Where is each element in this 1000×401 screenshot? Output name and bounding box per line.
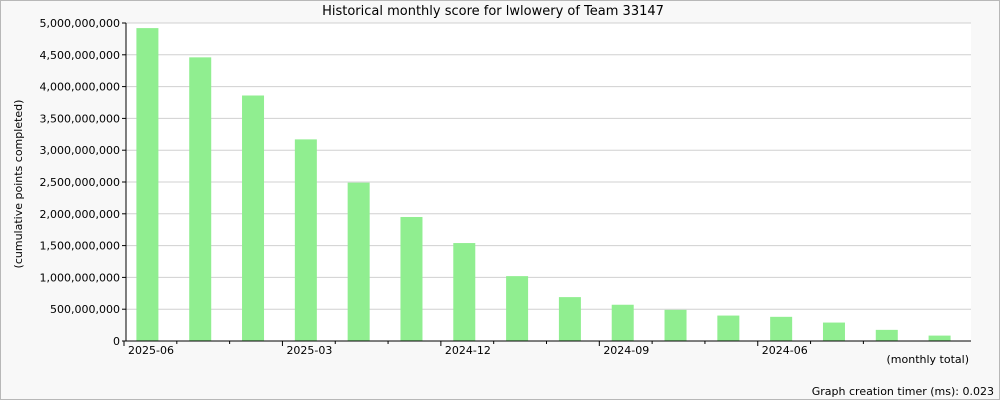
bar-2024-05 <box>822 322 845 341</box>
bar-2025-01 <box>400 216 423 341</box>
bar-2025-05 <box>189 57 212 342</box>
bar-2024-04 <box>875 329 898 341</box>
y-tick-label: 2,500,000,000 <box>40 176 120 189</box>
y-tick-label: 3,500,000,000 <box>40 112 120 125</box>
bar-2024-06 <box>770 316 793 341</box>
bar-2025-06 <box>136 28 159 341</box>
bar-2024-03 <box>928 335 951 341</box>
bar-2024-07 <box>717 315 740 341</box>
bar-2025-03 <box>294 139 317 341</box>
x-tick-label: 2024-12 <box>445 344 491 357</box>
x-tick-label: 2024-09 <box>603 344 649 357</box>
x-tick-label: 2024-06 <box>762 344 808 357</box>
y-tick-label: 1,000,000,000 <box>40 271 120 284</box>
bar-2025-02 <box>347 182 370 341</box>
x-axis-label: (monthly total) <box>887 353 970 366</box>
chart-title: Historical monthly score for lwlowery of… <box>322 4 664 19</box>
x-tick-label: 2025-03 <box>286 344 332 357</box>
y-tick-label: 4,500,000,000 <box>40 49 120 62</box>
graph-timer-text: Graph creation timer (ms): 0.023 <box>811 385 994 398</box>
bar-2025-04 <box>242 95 265 341</box>
bar-2024-08 <box>664 309 687 341</box>
y-tick-label: 3,000,000,000 <box>40 144 120 157</box>
y-tick-label: 1,500,000,000 <box>40 240 120 253</box>
x-tick-label: 2025-06 <box>128 344 174 357</box>
bar-2024-10 <box>558 297 581 341</box>
y-axis-label: (cumulative points completed) <box>12 100 25 269</box>
y-tick-label: 4,000,000,000 <box>40 81 120 94</box>
plot-area: 0 500,000,000 1,000,000,000 1,500,000,000 2,… <box>40 17 971 357</box>
y-tick-label: 2,000,000,000 <box>40 208 120 221</box>
y-tick-label: 0 <box>113 335 120 348</box>
y-tick-label: 500,000,000 <box>50 303 120 316</box>
bar-2024-12 <box>453 243 476 341</box>
bar-2024-09 <box>611 304 634 341</box>
bar-2024-11 <box>506 276 529 341</box>
y-tick-label: 5,000,000,000 <box>40 17 120 30</box>
